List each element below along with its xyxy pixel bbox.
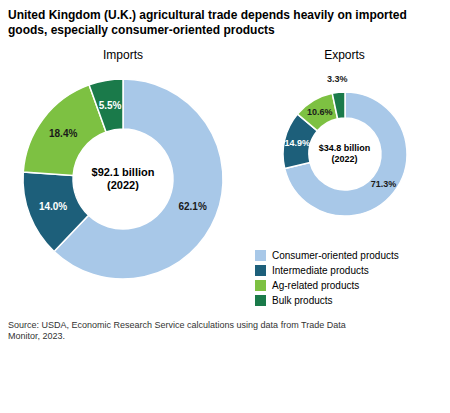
html-text:$92.1 billion: $92.1 billion	[91, 165, 155, 178]
html-text:Imports: Imports	[103, 48, 143, 62]
svg-text:18.4%: 18.4%	[49, 128, 77, 139]
html-text:United Kingdom (U.K.) agricult: United Kingdom (U.K.) agricultural trade…	[8, 8, 407, 22]
html-text:Intermediate products: Intermediate products	[272, 265, 369, 276]
svg-text:5.5%: 5.5%	[99, 100, 122, 111]
svg-text:10.6%: 10.6%	[307, 107, 333, 117]
html-text:Consumer-oriented products: Consumer-oriented products	[272, 250, 399, 261]
svg-text:14.9%: 14.9%	[284, 138, 310, 148]
svg-text:62.1%: 62.1%	[178, 201, 206, 212]
html-text:Monitor, 2023.: Monitor, 2023.	[8, 331, 65, 342]
html-text:(2022): (2022)	[107, 179, 139, 191]
svg-text:3.3%: 3.3%	[326, 74, 347, 84]
html-text:goods, especially consumer-ori: goods, especially consumer-oriented prod…	[8, 23, 275, 37]
html-text:Ag-related products: Ag-related products	[272, 280, 360, 291]
svg-text:71.3%: 71.3%	[370, 179, 396, 189]
html-text:Bulk products: Bulk products	[272, 295, 333, 306]
html-text:Exports: Exports	[324, 48, 365, 62]
html-text:$34.8 billion: $34.8 billion	[318, 143, 371, 154]
html-text:(2022): (2022)	[331, 154, 358, 164]
html-text:Source: USDA, Economic Researc: Source: USDA, Economic Research Service …	[8, 320, 346, 330]
svg-text:14.0%: 14.0%	[39, 201, 67, 212]
